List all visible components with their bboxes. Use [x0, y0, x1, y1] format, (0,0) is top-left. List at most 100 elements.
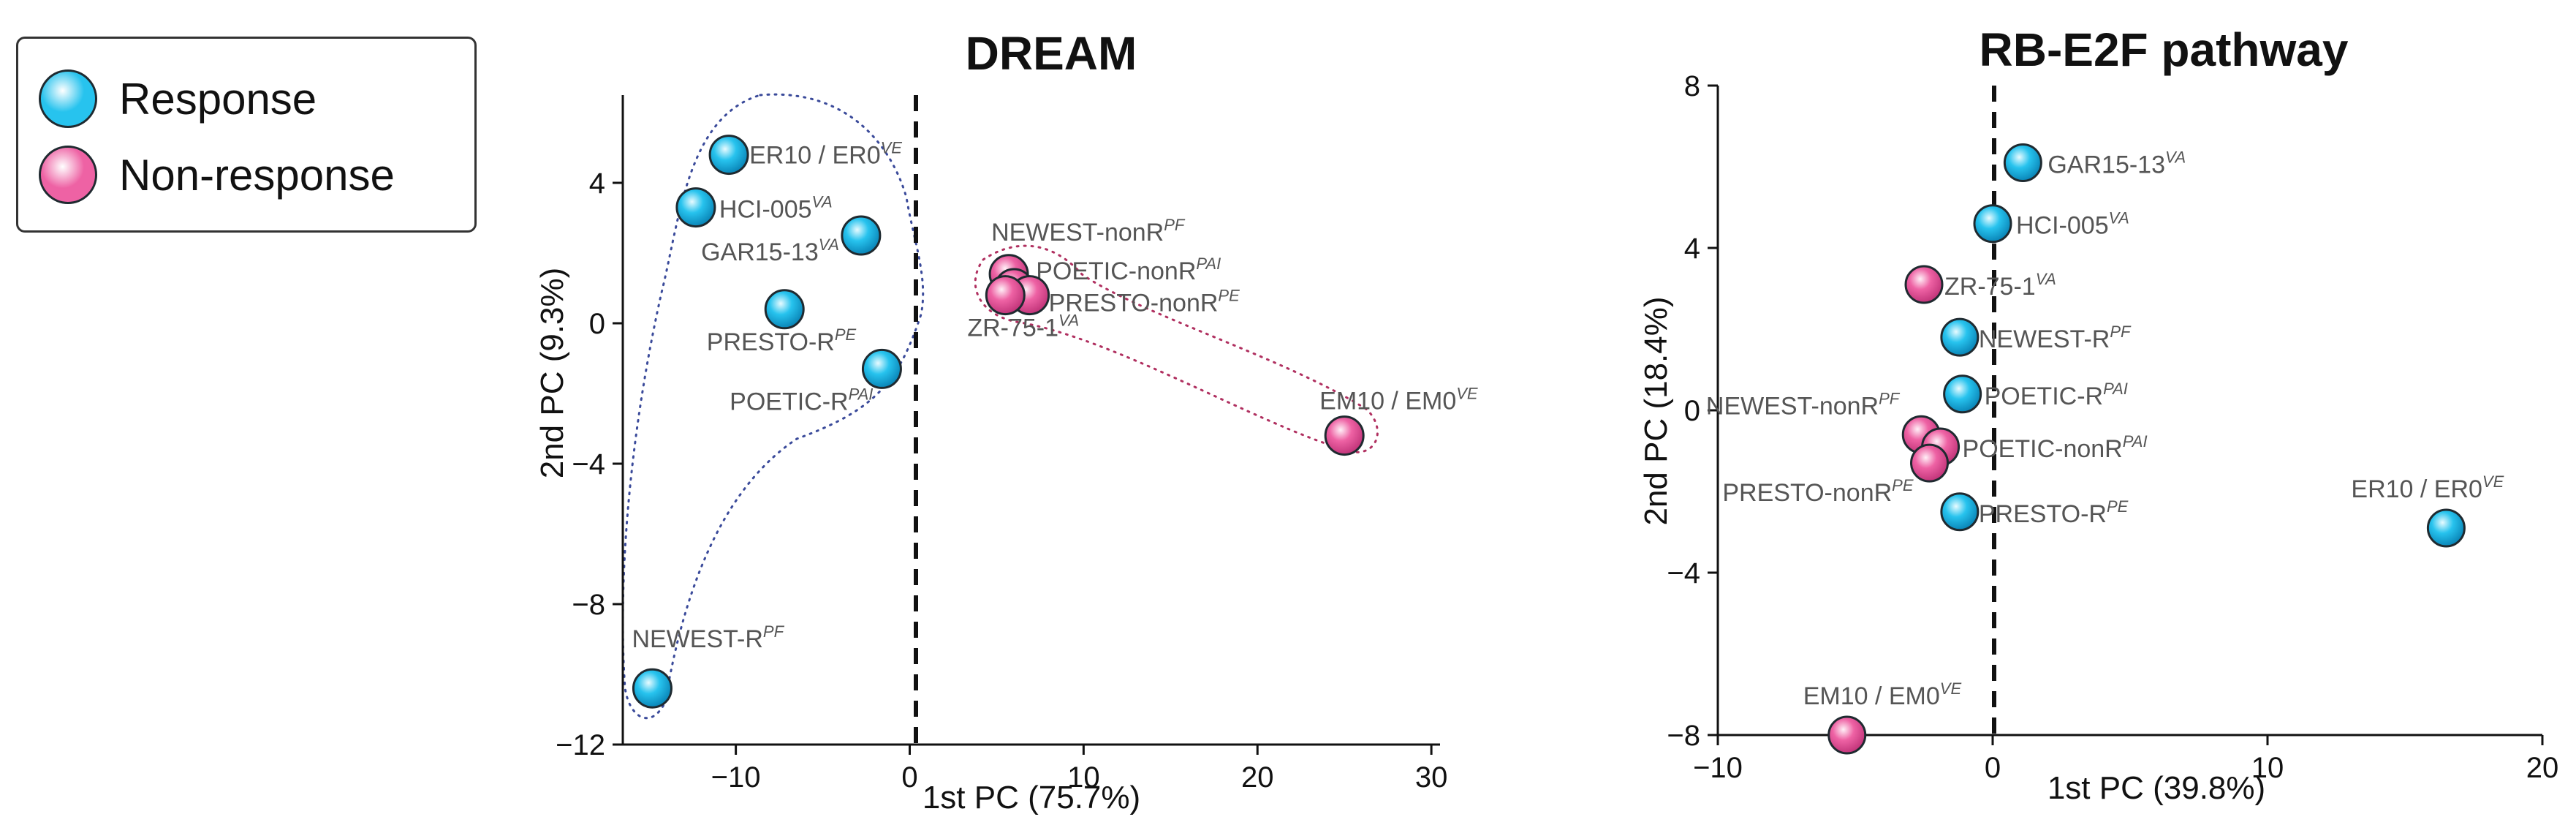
x-tick-label: −10	[1693, 752, 1743, 784]
data-point-label: EM10 / EM0VE	[1803, 679, 1962, 710]
x-ticks: −10 0 10 20	[1693, 735, 2558, 784]
x-tick-label: 10	[1067, 761, 1100, 794]
x-ticks: −10 0 10 20 30	[711, 745, 1448, 794]
data-point-label: GAR15-13VA	[701, 236, 839, 266]
legend-marker-response	[39, 69, 97, 128]
data-point-label: NEWEST-nonRPF	[991, 216, 1186, 246]
data-point-marker	[1940, 317, 1980, 357]
data-point-label: ER10 / ER0VE	[749, 139, 902, 170]
data-point: EM10 / EM0VE	[1319, 385, 1478, 456]
x-tick-label: 30	[1415, 761, 1448, 794]
data-point: NEWEST-RPF	[1940, 317, 2132, 357]
data-point-marker	[764, 289, 805, 330]
data-points: ER10 / ER0VE HCI-005VA GAR15-13VA PRESTO-RP…	[632, 135, 1478, 709]
y-tick-label: −8	[572, 589, 605, 621]
data-point: HCI-005VA	[675, 187, 833, 228]
x-axis-label: 1st PC (39.8%)	[2047, 770, 2265, 806]
data-point-label: ZR-75-1VA	[967, 312, 1079, 342]
legend: Response Non-response	[16, 37, 477, 233]
cluster-outlines	[621, 93, 1379, 720]
data-point-marker	[841, 215, 882, 256]
data-point-marker	[1910, 443, 1950, 483]
data-point-label: ER10 / ER0VE	[2351, 472, 2504, 503]
data-point-label: NEWEST-nonRPF	[1706, 389, 1901, 420]
data-point-marker	[708, 135, 749, 176]
data-point-label: POETIC-RPAI	[1985, 380, 2128, 410]
data-point-label: POETIC-nonRPAI	[1963, 432, 2148, 463]
chart-title: DREAM	[966, 27, 1137, 80]
legend-item-response: Response	[39, 62, 317, 135]
x-axis: −10 0 10 20 30 1st PC (75.7%)	[623, 743, 1448, 815]
y-tick-label: −4	[1667, 557, 1700, 589]
data-point-label: PRESTO-nonRPE	[1049, 287, 1240, 317]
x-tick-label: 0	[901, 761, 917, 794]
data-point: ER10 / ER0VE	[708, 135, 902, 176]
data-point-marker	[675, 187, 716, 228]
data-point: NEWEST-nonRPF	[1706, 389, 1941, 454]
y-tick-label: 4	[589, 167, 605, 200]
nonresponse-cluster-outline	[974, 244, 1379, 453]
data-point-marker	[2003, 143, 2042, 182]
legend-item-nonresponse: Non-response	[39, 138, 395, 211]
data-point-label: PRESTO-nonRPE	[1722, 476, 1913, 507]
x-tick-label: 20	[1241, 761, 1274, 794]
legend-label-nonresponse: Non-response	[119, 150, 395, 200]
data-point: ZR-75-1VA	[1904, 265, 2056, 304]
data-point: POETIC-RPAI	[1943, 374, 2128, 414]
data-point-label: ZR-75-1VA	[1944, 270, 2056, 301]
legend-label-response: Response	[119, 74, 317, 124]
data-point: PRESTO-nonRPE	[1009, 275, 1240, 317]
data-point: PRESTO-nonRPE	[1722, 443, 1950, 507]
y-tick-label: 4	[1684, 233, 1700, 265]
y-tick-label: −4	[572, 448, 605, 481]
data-points: GAR15-13VA HCI-005VA NEWEST-RPF POETIC-RPAI…	[1706, 143, 2504, 755]
data-point-label: POETIC-RPAI	[730, 385, 873, 415]
y-axis-label: 2nd PC (9.3%)	[534, 268, 570, 479]
data-point-marker	[1904, 265, 1944, 304]
data-point: NEWEST-RPF	[632, 622, 785, 709]
data-point-label: HCI-005VA	[2016, 209, 2129, 240]
data-point: POETIC-nonRPAI	[1921, 427, 2148, 467]
data-point: HCI-005VA	[1973, 204, 2129, 244]
x-tick-label: 0	[1985, 752, 2001, 784]
data-point-marker	[1940, 492, 1980, 532]
x-tick-label: 10	[2251, 752, 2284, 784]
y-tick-label: −8	[1667, 720, 1700, 752]
y-axis-label: 2nd PC (18.4%)	[1638, 296, 1674, 525]
data-point-label: NEWEST-RPF	[1979, 323, 2132, 353]
data-point-label: GAR15-13VA	[2047, 148, 2186, 178]
x-axis-label: 1st PC (75.7%)	[923, 780, 1140, 815]
data-point: PRESTO-RPE	[1940, 492, 2129, 532]
data-point-marker	[1827, 715, 1867, 755]
data-point-label: POETIC-nonRPAI	[1036, 255, 1221, 285]
data-point: GAR15-13VA	[2003, 143, 2186, 182]
chart-title: RB-E2F pathway	[1980, 23, 2349, 76]
y-tick-label: −12	[556, 729, 605, 761]
data-point-marker	[985, 275, 1026, 316]
data-point-marker	[2426, 508, 2466, 548]
x-tick-label: −10	[711, 761, 761, 794]
legend-marker-nonresponse	[39, 146, 97, 204]
x-axis: −10 0 10 20 1st PC (39.8%)	[1693, 734, 2558, 806]
y-tick-label: 8	[1684, 70, 1700, 102]
chart-dream: DREAM −10 0 10 20 30 1st PC (75.7%) −12 −8 −4 0…	[534, 27, 1478, 815]
y-axis: −12 −8 −4 0 4 2nd PC (9.3%)	[534, 95, 624, 761]
data-point: GAR15-13VA	[701, 215, 882, 266]
data-point: EM10 / EM0VE	[1803, 679, 1962, 755]
y-tick-label: 0	[1684, 395, 1700, 427]
y-axis: −8 −4 0 4 8 2nd PC (18.4%)	[1638, 70, 1719, 752]
data-point-label: PRESTO-RPE	[1979, 497, 2129, 528]
data-point: ER10 / ER0VE	[2351, 472, 2504, 548]
data-point: PRESTO-RPE	[707, 289, 857, 356]
data-point-marker	[632, 668, 673, 709]
y-ticks: −8 −4 0 4 8	[1667, 70, 1718, 752]
data-point-label: EM10 / EM0VE	[1319, 385, 1478, 415]
data-point: POETIC-RPAI	[730, 348, 902, 415]
x-tick-label: 20	[2526, 752, 2559, 784]
y-tick-label: 0	[589, 308, 605, 340]
response-cluster-outline	[621, 93, 925, 720]
data-point-marker	[1324, 415, 1365, 456]
y-ticks: −12 −8 −4 0 4	[556, 167, 623, 761]
data-point-label: HCI-005VA	[719, 193, 833, 224]
